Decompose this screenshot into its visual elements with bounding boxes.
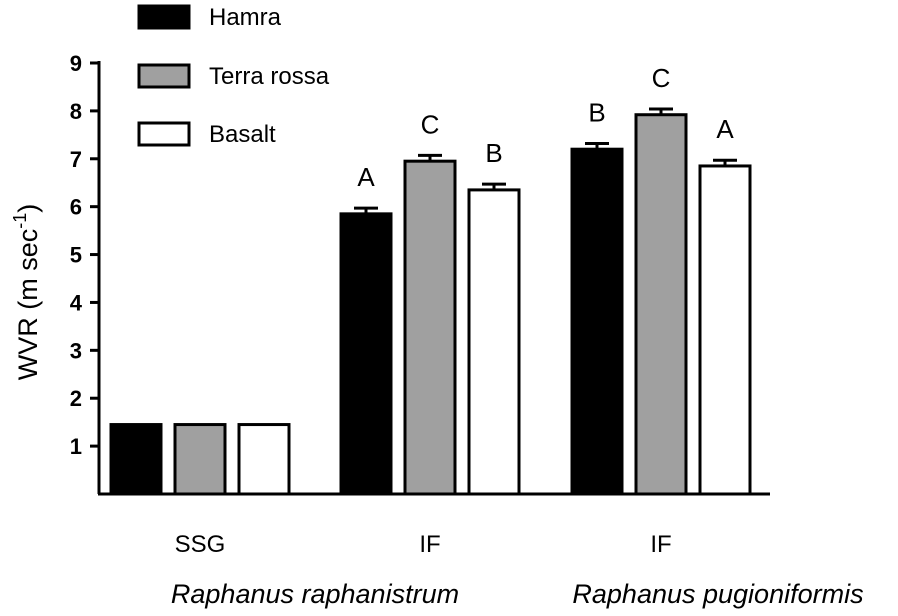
significance-letter: A [716,114,734,144]
y-tick-label: 2 [70,386,82,411]
legend-label: Terra rossa [209,63,330,90]
species-label: Raphanus raphanistrum [171,579,459,609]
legend: Hamra Terra rossa Basalt [137,4,330,148]
bars [109,107,752,496]
y-axis-title-superscript: -1 [10,213,30,229]
bar [339,212,393,496]
legend-swatch [137,121,191,147]
species-label: Raphanus pugioniformis [572,579,863,609]
y-tick-label: 7 [70,147,82,172]
y-tick-label: 1 [70,434,82,459]
bar [403,159,457,496]
legend-label: Hamra [209,4,282,31]
y-tick-label: 9 [70,51,82,76]
y-axis-title: WVR (m sec-1) [10,204,43,381]
labels: SSG A C B IF B C A IF Raphanus raphanistrum Raphan… [171,63,864,609]
y-tick-label: 3 [70,338,82,363]
legend-swatch [137,4,191,30]
category-label: IF [650,531,671,558]
significance-letter: C [421,109,440,139]
bar [570,147,624,496]
legend-swatch [137,63,191,89]
legend-label: Basalt [209,121,276,148]
y-tick-label: 5 [70,243,82,268]
bar [698,164,752,496]
significance-letter: C [652,63,671,93]
bar [467,188,521,496]
y-tick-label: 4 [70,290,83,315]
bar [173,423,227,496]
bar [634,113,688,496]
significance-letter: B [588,97,605,127]
significance-letter: B [485,138,502,168]
category-label: SSG [175,531,226,558]
significance-letter: A [357,162,375,192]
y-tick-label: 6 [70,195,82,220]
bar [109,423,163,496]
category-label: IF [419,531,440,558]
bar [237,423,291,496]
y-tick-label: 8 [70,99,82,124]
